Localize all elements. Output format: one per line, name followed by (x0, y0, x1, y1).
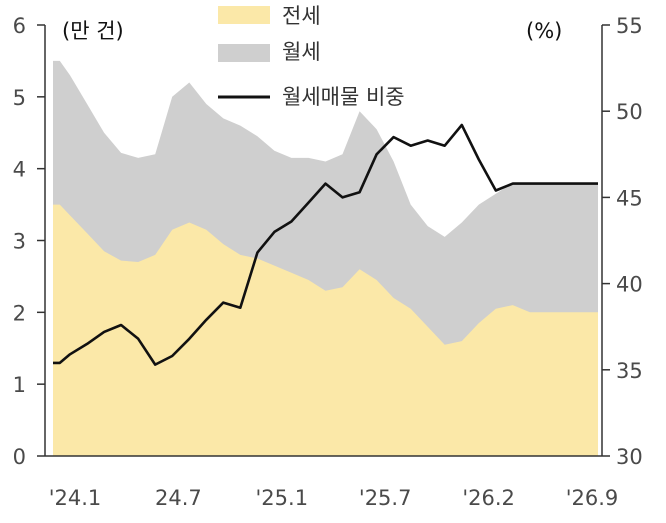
left-tick-label: 3 (13, 230, 26, 254)
x-tick-label: '25.7 (359, 486, 412, 510)
legend-label-ratio: 월세매물 비중 (282, 85, 405, 109)
area-jeonse (53, 204, 598, 456)
left-tick-label: 5 (13, 86, 26, 110)
legend-label-jeonse: 전세 (282, 4, 321, 28)
legend-label-wolse: 월세 (282, 40, 321, 64)
x-tick-label: '26.9 (566, 486, 619, 510)
area-layer (53, 60, 598, 457)
legend-swatch-jeonse (218, 6, 270, 24)
right-tick-label: 40 (616, 273, 643, 297)
line-ratio (53, 123, 598, 366)
x-tick-label: '26.2 (462, 486, 515, 510)
right-tick-label: 55 (616, 14, 643, 38)
left-tick-label: 6 (13, 14, 26, 38)
x-tick-label: '25.1 (256, 486, 309, 510)
right-tick-label: 35 (616, 359, 643, 383)
legend-swatch-wolse (218, 44, 270, 62)
right-tick-label: 50 (616, 100, 643, 124)
x-tick-label: '24.1 (49, 486, 102, 510)
left-tick-label: 4 (13, 158, 26, 182)
left-tick-label: 0 (13, 445, 26, 469)
right-tick-label: 45 (616, 186, 643, 210)
right-tick-label: 30 (616, 445, 643, 469)
left-tick-label: 2 (13, 301, 26, 325)
legend: 전세 월세 월세매물 비중 (218, 4, 405, 109)
left-axis-unit: (만 건) (62, 19, 124, 43)
line-layer (53, 123, 598, 366)
right-axis-unit: (%) (526, 19, 562, 43)
x-tick-label: 24.7 (155, 486, 202, 510)
left-tick-label: 1 (13, 373, 26, 397)
